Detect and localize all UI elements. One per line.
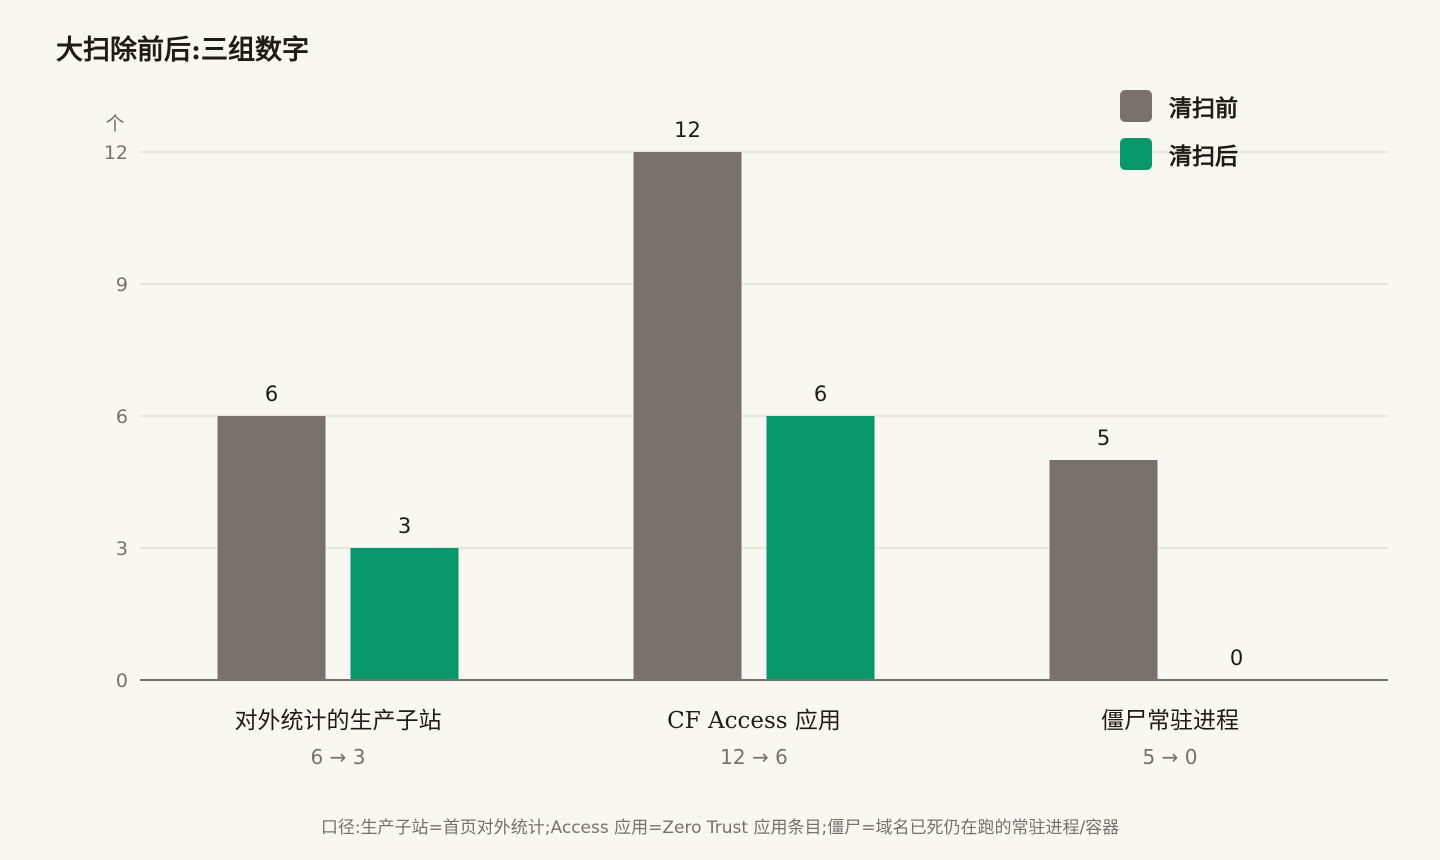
- bar: [217, 416, 326, 680]
- bar-value-label: 12: [674, 118, 701, 142]
- bar-value-label: 6: [265, 382, 278, 406]
- chart-title: 大扫除前后:三组数字: [56, 35, 309, 66]
- x-category-note: 5 → 0: [1143, 745, 1198, 769]
- legend-swatch-after: [1120, 138, 1152, 170]
- y-tick-label: 12: [104, 142, 128, 164]
- bar-value-label: 5: [1097, 426, 1110, 450]
- bar-value-label: 3: [398, 514, 411, 538]
- legend-item-after[interactable]: 清扫后: [1120, 130, 1238, 178]
- bar-value-label: 6: [814, 382, 827, 406]
- legend-swatch-before: [1120, 90, 1152, 122]
- y-tick-label: 9: [116, 274, 128, 296]
- legend: 清扫前 清扫后: [1120, 82, 1238, 178]
- x-category-label: CF Access 应用: [667, 708, 841, 734]
- legend-label-before: 清扫前: [1169, 96, 1238, 122]
- y-tick-label: 6: [116, 406, 128, 428]
- y-tick-label: 3: [116, 538, 128, 560]
- bar-value-label: 0: [1230, 646, 1243, 670]
- bar: [1049, 460, 1158, 680]
- x-category-note: 12 → 6: [720, 745, 788, 769]
- footnote: 口径:生产子站=首页对外统计;Access 应用=Zero Trust 应用条目…: [320, 818, 1120, 838]
- y-unit-label: 个: [105, 113, 124, 135]
- x-category-label: 对外统计的生产子站: [235, 708, 442, 734]
- bar: [633, 152, 742, 680]
- y-tick-label: 0: [116, 670, 128, 692]
- legend-item-before[interactable]: 清扫前: [1120, 82, 1238, 130]
- bar: [766, 416, 875, 680]
- bar: [350, 548, 459, 680]
- legend-label-after: 清扫后: [1169, 144, 1238, 170]
- x-category-note: 6 → 3: [311, 745, 366, 769]
- x-category-label: 僵尸常驻进程: [1101, 708, 1239, 734]
